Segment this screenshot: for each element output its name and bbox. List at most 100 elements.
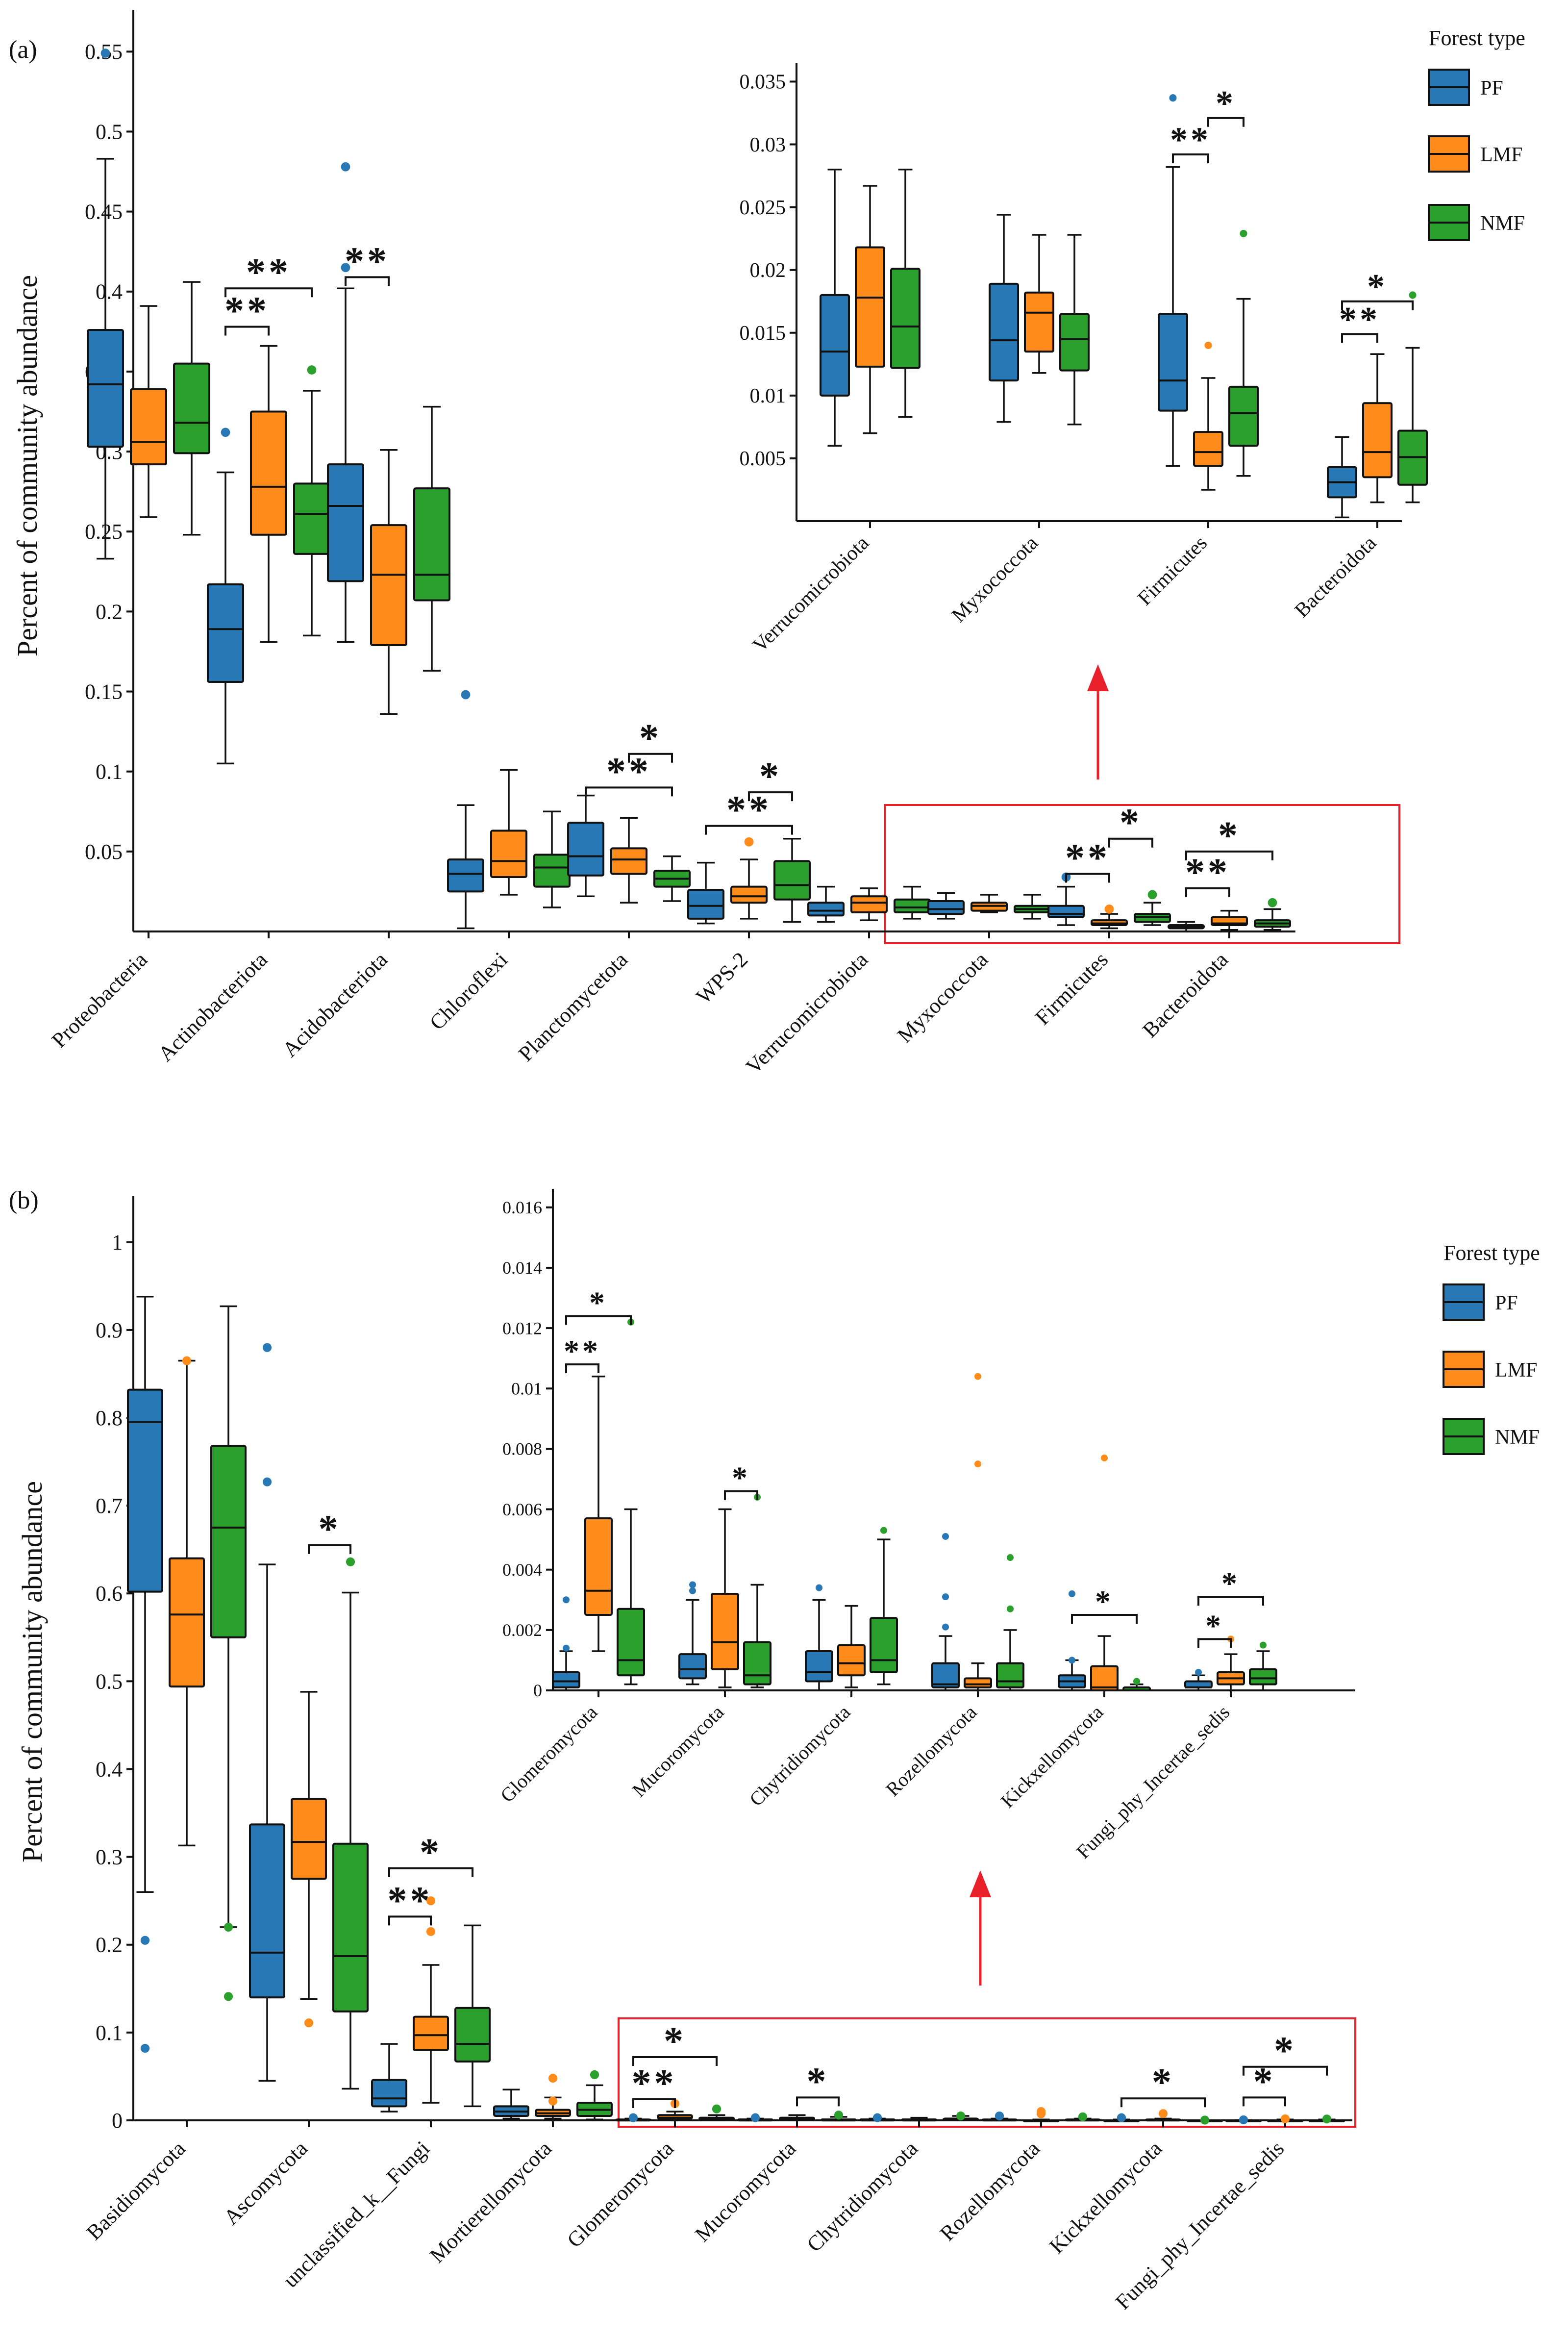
a-main-sig-wps-2-pf-nmf-label: ** (726, 789, 772, 832)
b-inset-sig-fungi-phy-incertae-sedis-pf-lmf: * (1197, 1608, 1232, 1648)
a-main-sig-firmicutes-pf-lmf-bracket (1065, 873, 1110, 883)
a-inset-ytick-label: 0.015 (740, 322, 786, 345)
a-main-box-planctomycetota-lmf (610, 817, 647, 904)
b-inset-sig-mucoromycota-lmf-nmf: * (724, 1460, 758, 1500)
b-main-box-fungi-phy-incertae-sedis-pf-outlier (1239, 2115, 1248, 2125)
b-inset-ytick-label: 0.002 (502, 1620, 542, 1640)
a-main-box-actinobacteriota-pf (207, 428, 244, 765)
b-inset-ytick-label: 0.008 (502, 1439, 542, 1459)
b-inset-box-rozellomycota-nmf (996, 1554, 1024, 1691)
a-main-ytick-label: 0.25 (85, 520, 123, 544)
b-inset-category-glomeromycota: Glomeromycota (496, 1701, 602, 1807)
a-inset-category-firmicutes: Firmicutes (1134, 532, 1212, 610)
b-main-box-glomeromycota-nmf-outlier (712, 2104, 722, 2113)
b-inset-box-rozellomycota-nmf-iqr (996, 1662, 1024, 1688)
b-main-box-ascomycota-pf-outlier (262, 1343, 272, 1352)
a-inset-category-verrucomicrobiota: Verrucomicrobiota (748, 531, 873, 656)
b-main-category-kickxellomycota: Kickxellomycota (1045, 2136, 1167, 2258)
a-inset-sig-firmicutes-pf-lmf: ** (1170, 120, 1209, 163)
a-main-sig-planctomycetota-pf-nmf-label: ** (606, 750, 651, 793)
a-inset-box-firmicutes-pf-outlier (1169, 94, 1177, 102)
a-main-category-actinobacteriota: Actinobacteriota (153, 947, 272, 1066)
a-main-sig-wps-2-pf-nmf: ** (705, 789, 793, 835)
a-inset-box-myxococcota-lmf (1024, 234, 1054, 374)
a-main-box-wps-2-pf-iqr (687, 889, 724, 920)
b-main-sig-unclassified-k-fungi-pf-lmf-bracket (388, 1915, 432, 1926)
b-main-box-mucoromycota-pf (737, 2113, 773, 2122)
a-main-box-acidobacteriota-pf-iqr (327, 463, 364, 582)
a-main-sig-actinobacteriota-pf-lmf-bracket (224, 326, 270, 336)
b-inset-box-chytridiomycota-lmf-iqr (837, 1644, 866, 1677)
b-inset-ytick-label: 0.016 (502, 1198, 542, 1217)
chart-a-main: 0.050.10.150.20.250.30.350.40.450.50.55P… (47, 10, 1295, 1079)
b-inset-box-chytridiomycota-pf-outlier (815, 1584, 823, 1591)
a-main-box-wps-2-nmf (773, 837, 811, 923)
a-inset-sig-firmicutes-lmf-nmf-bracket (1207, 117, 1244, 127)
b-main-box-basidiomycota-nmf-outlier (224, 1992, 233, 2001)
a-main-sig-bacteroidota-pf-nmf: * (1185, 814, 1273, 860)
a-main-sig-wps-2-pf-nmf-bracket (705, 825, 793, 835)
b-main-box-rozellomycota-pf (981, 2111, 1018, 2122)
a-main-box-planctomycetota-pf (567, 794, 604, 897)
b-inset-box-rozellomycota-nmf-outlier (1006, 1605, 1014, 1612)
b-main-box-kickxellomycota-lmf-outlier (1158, 2109, 1168, 2118)
a-inset-category-myxococcota: Myxococcota (947, 531, 1043, 627)
b-main-box-fungi-phy-incertae-sedis-nmf-outlier (1322, 2114, 1332, 2124)
a-main-box-wps-2-pf (687, 861, 724, 925)
a-inset-box-verrucomicrobiota-lmf (855, 185, 885, 434)
b-main-box-ascomycota-nmf (332, 1557, 369, 2090)
a-main-sig-bacteroidota-pf-lmf-label: ** (1185, 851, 1230, 894)
b-main-box-ascomycota-nmf-outlier (346, 1557, 355, 1566)
a-inset-sig-firmicutes-lmf-nmf: * (1207, 84, 1244, 127)
a-inset-sig-bacteroidota-pf-nmf: * (1341, 267, 1414, 310)
a-main-sig-wps-2-lmf-nmf-bracket (748, 791, 793, 802)
b-inset-box-fungi-phy-incertae-sedis-pf (1184, 1669, 1213, 1691)
a-main-box-chloroflexi-pf-iqr (447, 858, 484, 893)
a-main-box-bacteroidota-lmf (1211, 909, 1248, 931)
a-main-box-acidobacteriota-pf-outlier (341, 162, 350, 172)
b-inset-sig-kickxellomycota-pf-nmf-label: * (1095, 1584, 1114, 1619)
a-main-sig-firmicutes-lmf-nmf-bracket (1108, 837, 1153, 848)
a-main-box-planctomycetota-pf-iqr (567, 822, 604, 877)
arrow-b (970, 1870, 991, 1986)
a-inset-box-bacteroidota-lmf-iqr (1362, 402, 1393, 478)
a-main-box-chloroflexi-lmf-iqr (490, 830, 527, 879)
b-inset-box-chytridiomycota-nmf-iqr (870, 1617, 898, 1674)
b-main-box-fungi-phy-incertae-sedis-lmf-outlier (1280, 2114, 1290, 2124)
b-main-box-unclassified-k-fungi-nmf-iqr (454, 2007, 491, 2062)
a-main-sig-actinobacteriota-pf-nmf: ** (224, 251, 313, 298)
b-inset-box-chytridiomycota-pf-iqr (805, 1650, 833, 1683)
a-inset-ytick-label: 0.02 (750, 259, 786, 282)
b-main-sig-glomeromycota-pf-lmf-bracket (632, 2098, 676, 2109)
b-main-sig-glomeromycota-pf-lmf: ** (632, 2062, 676, 2109)
legend-b-lmf-label: LMF (1495, 1359, 1537, 1382)
a-main-category-chloroflexi: Chloroflexi (425, 947, 512, 1034)
b-main-box-glomeromycota-pf (615, 2113, 651, 2122)
legend-a-pf-label: PF (1480, 77, 1503, 100)
a-inset-box-firmicutes-nmf-outlier (1240, 229, 1247, 237)
chart-a-inset: 0.005 0.01 0.015 0.02 0.025 0.03 0.035 Verrucom… (740, 63, 1428, 657)
a-main-box-acidobacteriota-lmf-iqr (370, 524, 407, 646)
b-inset-box-kickxellomycota-pf (1058, 1590, 1086, 1691)
a-main-box-acidobacteriota-pf (327, 162, 364, 643)
a-main-ytick-label: 0.4 (96, 280, 123, 304)
b-inset-box-rozellomycota-nmf-outlier (1006, 1554, 1014, 1561)
b-main-sig-unclassified-k-fungi-pf-lmf: ** (388, 1879, 432, 1926)
b-inset-box-mucoromycota-lmf-iqr (711, 1592, 739, 1670)
b-main-box-chytridiomycota-pf (859, 2113, 896, 2122)
b-main-ytick-label: 0 (112, 2109, 123, 2133)
a-main-sig-planctomycetota-pf-nmf-bracket (585, 786, 673, 797)
a-main-box-myxococcota-nmf (1014, 894, 1051, 920)
b-main-box-kickxellomycota-nmf (1187, 2115, 1223, 2125)
b-main-box-mortierellomycota-nmf (576, 2070, 613, 2120)
a-main-box-firmicutes-pf (1047, 872, 1085, 926)
b-inset-box-mucoromycota-pf-iqr (678, 1653, 707, 1680)
b-main-box-ascomycota-lmf (291, 1691, 327, 2028)
b-inset-box-rozellomycota-lmf-outlier (974, 1373, 982, 1380)
b-main-box-basidiomycota-pf-iqr (127, 1388, 163, 1593)
a-inset-box-firmicutes-lmf-iqr (1193, 431, 1223, 467)
legend-b-pf-label: PF (1495, 1292, 1518, 1314)
legend-a-title: Forest type (1429, 26, 1525, 50)
a-inset-box-firmicutes-lmf-outlier (1204, 341, 1212, 349)
a-inset-box-myxococcota-lmf-iqr (1024, 291, 1054, 353)
